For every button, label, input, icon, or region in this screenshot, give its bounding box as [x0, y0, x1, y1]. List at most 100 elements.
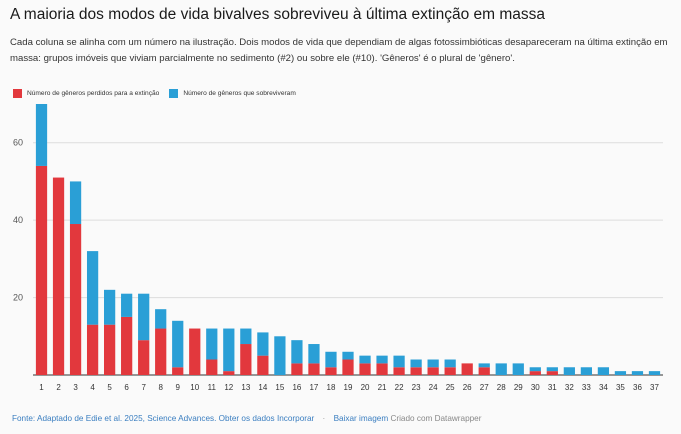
- bar-survived-23: [410, 359, 422, 368]
- bar-survived-3: [69, 181, 82, 225]
- bar-survived-6: [121, 293, 133, 317]
- bar-lost-1: [35, 165, 48, 375]
- bar-survived-4: [86, 251, 99, 325]
- x-tick-label-25: 25: [446, 383, 455, 392]
- bar-survived-22: [393, 355, 405, 368]
- credit-text: Criado com Datawrapper: [390, 414, 482, 423]
- x-tick-label-3: 3: [73, 383, 78, 392]
- bar-survived-34: [597, 367, 610, 375]
- bar-lost-17: [308, 363, 320, 375]
- bar-lost-30: [529, 371, 541, 375]
- bar-lost-6: [121, 316, 133, 375]
- bar-lost-11: [206, 359, 218, 375]
- bar-survived-30: [529, 367, 541, 372]
- x-tick-label-36: 36: [633, 383, 642, 392]
- bar-survived-13: [240, 328, 252, 345]
- bar-lost-24: [427, 367, 439, 375]
- legend: Número de gêneros perdidos para a extinç…: [13, 89, 306, 98]
- x-tick-label-12: 12: [224, 383, 233, 392]
- x-tick-label-15: 15: [275, 383, 284, 392]
- bar-lost-27: [478, 367, 490, 375]
- bar-lost-16: [291, 363, 303, 375]
- bar-lost-14: [257, 355, 269, 375]
- x-tick-label-33: 33: [582, 383, 591, 392]
- y-tick-label-40: 40: [13, 215, 23, 225]
- bar-survived-31: [546, 367, 558, 372]
- x-tick-label-19: 19: [344, 383, 353, 392]
- x-tick-label-37: 37: [650, 383, 659, 392]
- bar-lost-12: [223, 371, 235, 375]
- separator-dot: ·: [322, 414, 326, 423]
- y-tick-label-20: 20: [13, 293, 23, 303]
- x-tick-label-24: 24: [429, 383, 438, 392]
- x-tick-label-26: 26: [463, 383, 472, 392]
- footer: Fonte: Adaptado de Edie et al. 2025, Sci…: [12, 414, 481, 423]
- bar-lost-26: [461, 363, 473, 375]
- bar-survived-21: [376, 355, 388, 364]
- bar-lost-5: [104, 324, 116, 375]
- bar-lost-20: [359, 363, 371, 375]
- x-tick-label-8: 8: [158, 383, 163, 392]
- bar-lost-18: [325, 367, 337, 375]
- bar-survived-28: [495, 363, 507, 375]
- x-tick-label-9: 9: [176, 383, 181, 392]
- legend-label-lost: Número de gêneros perdidos para a extinç…: [27, 90, 160, 97]
- x-tick-label-23: 23: [412, 383, 421, 392]
- get-data-link[interactable]: Obter os dados: [218, 414, 275, 423]
- bar-lost-22: [393, 367, 405, 375]
- x-tick-label-22: 22: [395, 383, 404, 392]
- legend-item-survived: Número de gêneros que sobreviveram: [169, 89, 296, 98]
- bar-lost-13: [240, 344, 252, 375]
- bar-lost-3: [69, 224, 82, 375]
- embed-link[interactable]: Incorporar: [276, 414, 315, 423]
- x-tick-label-14: 14: [258, 383, 267, 392]
- x-tick-label-20: 20: [361, 383, 370, 392]
- x-tick-label-11: 11: [208, 383, 217, 392]
- bar-survived-32: [563, 367, 575, 375]
- bar-lost-23: [410, 367, 422, 375]
- bar-survived-9: [172, 320, 184, 368]
- x-tick-label-5: 5: [107, 383, 112, 392]
- bar-survived-35: [614, 371, 627, 375]
- bar-lost-7: [138, 340, 150, 375]
- bar-survived-16: [291, 340, 303, 364]
- x-tick-label-34: 34: [599, 383, 608, 392]
- bar-survived-27: [478, 363, 490, 368]
- x-tick-label-32: 32: [565, 383, 574, 392]
- x-tick-label-21: 21: [378, 383, 387, 392]
- x-tick-label-28: 28: [497, 383, 506, 392]
- bar-survived-17: [308, 344, 320, 364]
- bar-survived-7: [138, 293, 150, 341]
- legend-swatch-lost: [13, 89, 22, 98]
- bar-lost-31: [546, 371, 558, 375]
- x-tick-label-10: 10: [190, 383, 199, 392]
- bar-survived-37: [648, 371, 661, 375]
- x-tick-label-4: 4: [90, 383, 95, 392]
- bar-survived-5: [104, 289, 116, 325]
- bar-lost-2: [52, 177, 65, 375]
- x-tick-label-7: 7: [141, 383, 146, 392]
- x-tick-label-27: 27: [480, 383, 489, 392]
- x-tick-label-17: 17: [309, 383, 318, 392]
- legend-item-lost: Número de gêneros perdidos para a extinç…: [13, 89, 159, 98]
- x-tick-label-31: 31: [548, 383, 557, 392]
- bar-lost-9: [172, 367, 184, 375]
- x-tick-label-2: 2: [56, 383, 61, 392]
- x-tick-label-35: 35: [616, 383, 625, 392]
- legend-label-survived: Número de gêneros que sobreviveram: [183, 90, 296, 97]
- legend-swatch-survived: [169, 89, 179, 98]
- bar-survived-36: [631, 371, 644, 375]
- bar-survived-1: [35, 104, 48, 166]
- bar-lost-4: [86, 324, 99, 375]
- x-tick-label-13: 13: [241, 383, 250, 392]
- bar-survived-29: [512, 363, 524, 375]
- bar-survived-20: [359, 355, 371, 364]
- bar-survived-33: [580, 367, 592, 375]
- bar-lost-21: [376, 363, 388, 375]
- y-tick-label-60: 60: [13, 138, 23, 148]
- bar-survived-8: [155, 309, 167, 329]
- download-image-link[interactable]: Baixar imagem: [333, 414, 389, 423]
- bar-survived-19: [342, 351, 354, 360]
- bar-survived-24: [427, 359, 439, 368]
